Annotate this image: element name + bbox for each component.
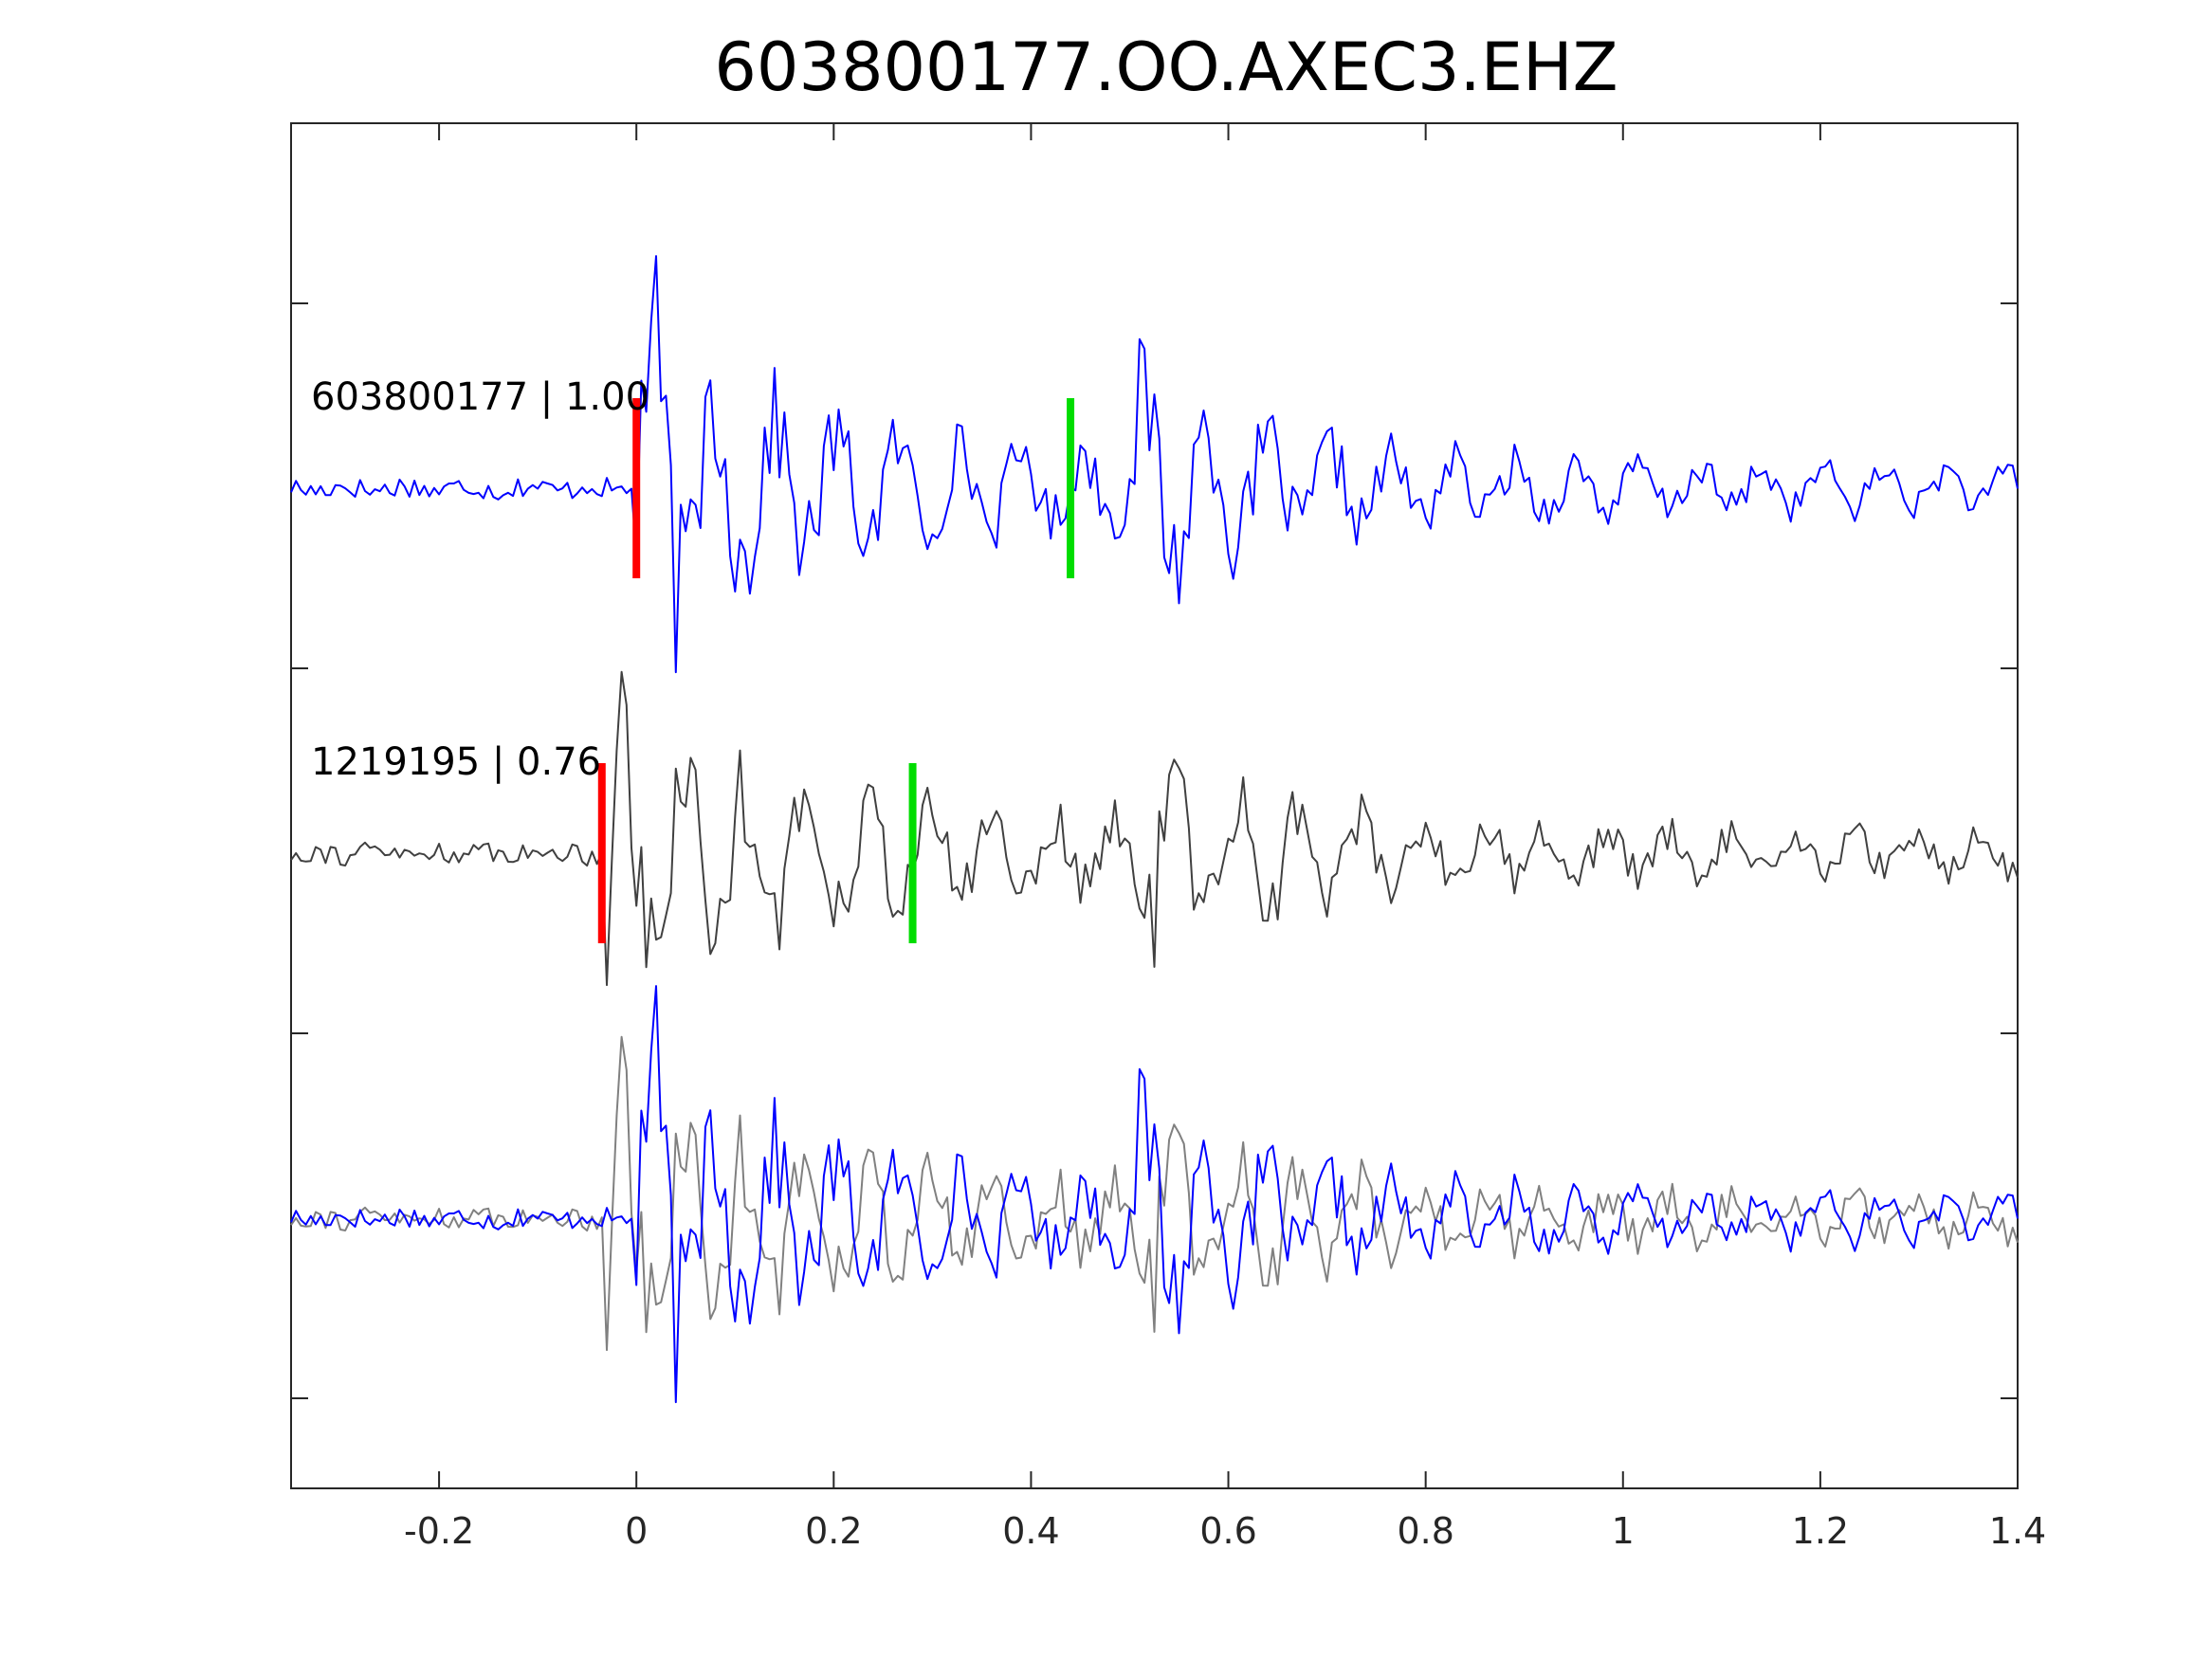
x-tick-label: 0.8: [1397, 1510, 1453, 1552]
trace-label-1219195: 1219195 | 0.76: [311, 740, 601, 784]
overlay-trace-1219195: [290, 1035, 2019, 1352]
x-tick-label: 1: [1612, 1510, 1635, 1552]
overlay-trace-603800177: [290, 985, 2019, 1404]
trace-1219195: [290, 670, 2019, 987]
trace-603800177: [290, 255, 2019, 674]
x-tick-label: 0.2: [805, 1510, 862, 1552]
chart-title: 603800177.OO.AXEC3.EHZ: [714, 28, 1618, 106]
plot-area: -0.2 0 0.2 0.4 0.6 0.8 1 1.2 1.4 603800177 | 1.00…: [290, 122, 2046, 1552]
axes-box: [290, 122, 2019, 1489]
x-tick-label: 1.4: [1989, 1510, 2046, 1552]
x-tick-label: 0: [625, 1510, 648, 1552]
x-tick-label: -0.2: [404, 1510, 474, 1552]
trace-label-603800177: 603800177 | 1.00: [311, 375, 649, 419]
x-tick-label: 0.6: [1199, 1510, 1256, 1552]
x-tick-label: 0.4: [1002, 1510, 1059, 1552]
x-tick-label: 1.2: [1792, 1510, 1849, 1552]
